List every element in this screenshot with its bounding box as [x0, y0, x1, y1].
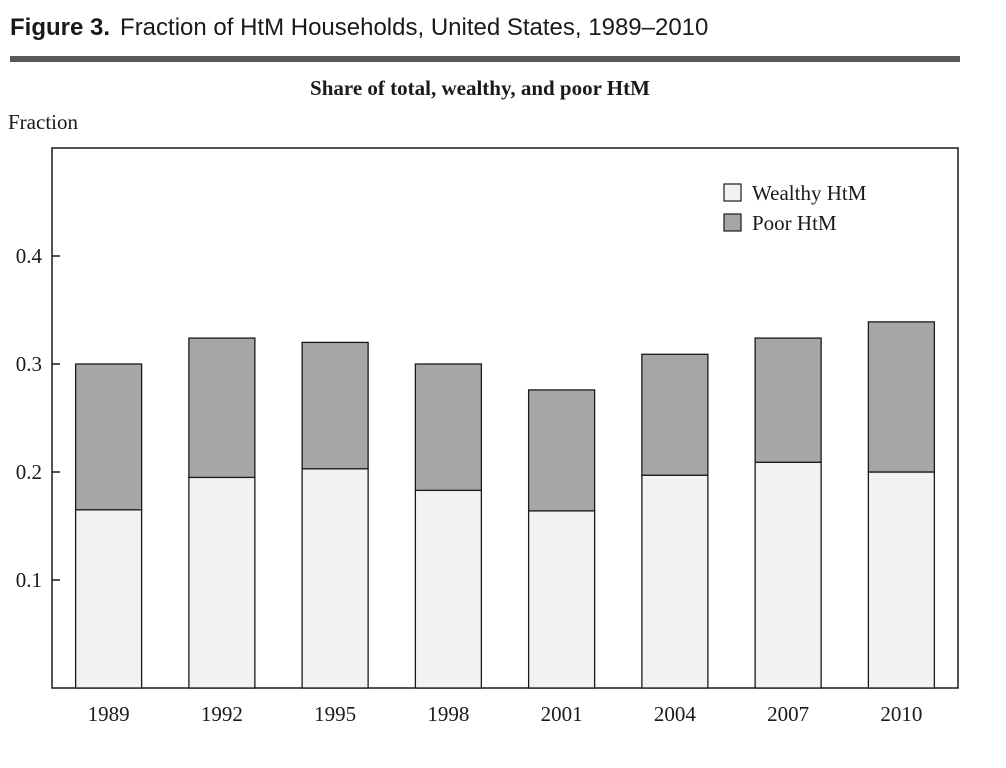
y-axis-label: Fraction	[8, 110, 78, 134]
y-tick-label: 0.4	[16, 244, 43, 268]
legend-swatch	[723, 213, 742, 232]
bar-wealthy-htm	[188, 476, 256, 689]
bar-poor-htm	[867, 321, 936, 473]
bar-wealthy-htm	[641, 474, 709, 689]
bar-poor-htm	[74, 363, 143, 511]
y-tick-label: 0.3	[16, 352, 42, 376]
legend-label: Poor HtM	[752, 211, 837, 235]
figure-title-text: Fraction of HtM Households, United State…	[120, 14, 709, 41]
figure-label: Figure 3.	[10, 14, 111, 41]
x-tick-label: 2007	[767, 702, 809, 726]
bar-wealthy-htm	[754, 461, 822, 689]
x-tick-label: 1998	[427, 702, 469, 726]
y-tick-label: 0.1	[16, 568, 42, 592]
x-tick-label: 2010	[880, 702, 922, 726]
bar-wealthy-htm	[527, 510, 596, 689]
plot-frame	[51, 147, 959, 689]
bar-poor-htm	[301, 341, 369, 470]
bar-wealthy-htm	[867, 471, 936, 689]
y-tick-label: 0.2	[16, 460, 42, 484]
x-tick-label: 1995	[314, 702, 356, 726]
figure-title: Figure 3. Fraction of HtM Households, Uni…	[10, 14, 708, 42]
bar-poor-htm	[527, 389, 596, 512]
bar-poor-htm	[414, 363, 483, 492]
bar-poor-htm	[641, 353, 709, 476]
legend-swatch	[723, 183, 742, 202]
x-tick-label: 2004	[654, 702, 697, 726]
x-tick-label: 2001	[541, 702, 583, 726]
title-rule	[10, 56, 960, 62]
legend-label: Wealthy HtM	[752, 181, 867, 205]
bar-wealthy-htm	[301, 468, 369, 689]
bar-poor-htm	[754, 337, 822, 463]
chart-title: Share of total, wealthy, and poor HtM	[310, 76, 650, 100]
bar-wealthy-htm	[414, 489, 483, 689]
x-tick-label: 1989	[88, 702, 130, 726]
bar-poor-htm	[188, 337, 256, 479]
x-tick-label: 1992	[201, 702, 243, 726]
bar-wealthy-htm	[74, 509, 143, 689]
